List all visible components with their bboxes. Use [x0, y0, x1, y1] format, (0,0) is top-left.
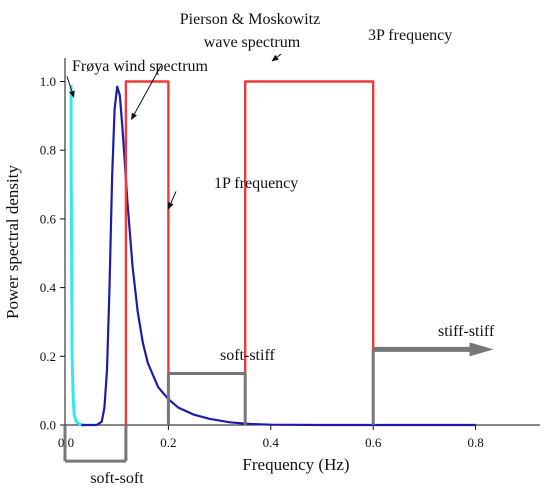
stiff-stiff-region	[371, 342, 494, 425]
soft-stiff-region	[166, 371, 247, 425]
soft-stiff-label: soft-stiff	[220, 347, 275, 364]
froya-pointer-arrow	[66, 76, 75, 98]
y-tick-label: 0.8	[40, 143, 56, 158]
p1-label: 1P frequency	[214, 175, 298, 192]
series-layer	[69, 80, 476, 427]
p1-pointer-arrow	[167, 191, 177, 210]
x-ticks: 0.00.20.40.60.8	[58, 425, 484, 450]
y-tick-label: 1.0	[40, 74, 56, 89]
x-axis-label: Frequency (Hz)	[242, 455, 349, 474]
x-tick-label: 0.2	[160, 435, 176, 450]
soft-soft-region	[63, 425, 128, 463]
y-ticks: 0.0 0.2 0.4 0.6 0.8 1.0	[40, 74, 65, 433]
froya-wind-spectrum-line	[69, 84, 85, 427]
p3-label: 3P frequency	[368, 27, 452, 44]
y-tick-label: 0.4	[40, 280, 57, 295]
y-axis-label: Power spectral density	[3, 165, 22, 319]
x-tick-label: 0.8	[467, 435, 483, 450]
p3-frequency-box	[243, 80, 375, 425]
y-tick-label: 0.0	[40, 418, 56, 433]
p3-pointer-arrow	[271, 53, 282, 62]
froya-label: Frøya wind spectrum	[72, 58, 209, 75]
x-tick-label: 0.4	[263, 435, 280, 450]
pm-line2-pointer-arrow	[131, 65, 162, 121]
pm-wave-spectrum-line	[81, 85, 476, 427]
soft-soft-label: soft-soft	[90, 470, 144, 487]
stiff-stiff-label: stiff-stiff	[438, 323, 495, 340]
y-tick-label: 0.6	[40, 211, 57, 226]
x-tick-label: 0.6	[365, 435, 382, 450]
annotation-layer	[66, 53, 282, 210]
pm-label-line1: Pierson & Moskowitz	[180, 11, 320, 28]
p1-frequency-box	[124, 80, 170, 425]
y-tick-label: 0.2	[40, 349, 56, 364]
region-layer	[63, 342, 494, 463]
pm-label-line2: wave spectrum	[204, 34, 301, 51]
axes	[64, 58, 540, 426]
